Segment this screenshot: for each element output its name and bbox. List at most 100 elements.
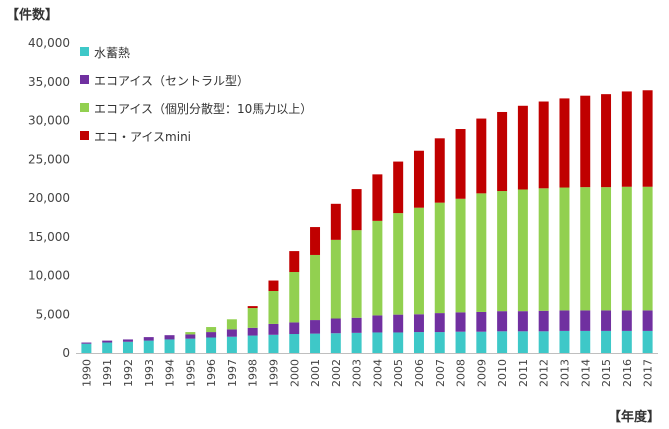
bar-segment <box>185 334 196 339</box>
bar-segment <box>330 333 341 353</box>
legend-swatch <box>80 47 89 56</box>
x-tick-label: 2013 <box>558 359 571 387</box>
legend-item: エコアイス（セントラル型） <box>80 72 312 90</box>
bar-segment <box>517 189 528 312</box>
y-tick-label: 5,000 <box>36 307 70 321</box>
bar-segment <box>559 330 570 353</box>
x-tick-label: 2005 <box>392 359 405 387</box>
x-tick-label: 1998 <box>247 359 260 387</box>
bar-segment <box>372 332 383 353</box>
x-tick-label: 2002 <box>330 359 343 387</box>
bar-segment <box>330 318 341 334</box>
x-tick-label: 1995 <box>184 359 197 387</box>
x-tick-label: 2000 <box>288 359 301 387</box>
bar-segment <box>434 202 445 314</box>
x-tick-label: 2009 <box>475 359 488 387</box>
legend-label: エコ・アイスmini <box>94 130 192 144</box>
bar-segment <box>476 331 487 353</box>
x-tick-label: 2015 <box>600 359 613 387</box>
bar-segment <box>621 310 632 331</box>
bar-segment <box>580 330 591 353</box>
bar-segment <box>476 118 487 194</box>
bar-segment <box>81 343 92 353</box>
y-tick-label: 35,000 <box>28 75 70 89</box>
bar-segment <box>601 310 612 331</box>
bar-segment <box>185 332 196 335</box>
bar-segment <box>393 161 404 214</box>
x-tick-label: 1993 <box>143 359 156 387</box>
y-tick-label: 30,000 <box>28 114 70 128</box>
legend-label: エコアイス（個別分散型：10馬力以上） <box>94 102 313 116</box>
bar-segment <box>559 310 570 331</box>
y-tick-label: 0 <box>62 346 70 360</box>
bar-segment <box>476 311 487 332</box>
y-tick-label: 10,000 <box>28 269 70 283</box>
bar-segment <box>206 327 217 333</box>
legend-swatch <box>80 103 89 112</box>
x-tick-label: 2010 <box>496 359 509 387</box>
bar-segment <box>330 203 341 240</box>
bar-segment <box>102 340 113 343</box>
x-tick-label: 1999 <box>267 359 280 387</box>
bar-segment <box>538 101 549 189</box>
bar-segment <box>351 332 362 353</box>
bar-segment <box>122 341 133 353</box>
legend-swatch <box>80 131 89 140</box>
bar-segment <box>642 186 653 311</box>
bar-segment <box>247 335 258 353</box>
bar-segment <box>351 317 362 333</box>
bar-segment <box>455 312 466 332</box>
bar-segment <box>206 337 217 353</box>
bar-segment <box>351 189 362 231</box>
bar-segment <box>247 308 258 328</box>
bar-segment <box>497 191 508 312</box>
bar-segment <box>393 213 404 315</box>
bar-segment <box>393 332 404 353</box>
chart-legend: 水蓄熱 エコアイス（セントラル型） エコアイス（個別分散型：10馬力以上） エコ・アイ… <box>80 44 312 156</box>
bar-segment <box>122 339 133 342</box>
bar-segment <box>455 331 466 353</box>
bar-segment <box>372 220 383 316</box>
bar-segment <box>413 207 424 315</box>
bar-segment <box>601 94 612 188</box>
bar-segment <box>268 334 279 353</box>
x-tick-label: 1996 <box>205 359 218 387</box>
bar-segment <box>455 129 466 199</box>
x-tick-label: 2011 <box>517 359 530 387</box>
bar-segment <box>226 336 237 353</box>
bar-segment <box>268 323 279 335</box>
x-tick-label: 1994 <box>164 359 177 387</box>
x-tick-label: 2017 <box>642 359 655 387</box>
y-tick-label: 40,000 <box>28 36 70 50</box>
bar-segment <box>434 138 445 203</box>
bar-segment <box>206 332 217 338</box>
bar-segment <box>559 98 570 188</box>
x-tick-label: 1992 <box>122 359 135 387</box>
bar-segment <box>310 254 321 321</box>
legend-item: エコ・アイスmini <box>80 128 312 146</box>
bar-segment <box>601 187 612 311</box>
bar-segment <box>434 332 445 353</box>
bar-segment <box>289 251 300 273</box>
x-tick-label: 2003 <box>351 359 364 387</box>
bar-segment <box>559 187 570 311</box>
bar-segment <box>393 314 404 333</box>
x-axis-label: 【年度】 <box>608 410 661 425</box>
y-axis-label: 【件数】 <box>6 8 59 23</box>
bar-segment <box>247 306 258 309</box>
legend-label: エコアイス（セントラル型） <box>94 74 250 88</box>
bar-segment <box>310 333 321 354</box>
bar-segment <box>226 329 237 337</box>
x-tick-label: 2008 <box>455 359 468 387</box>
bar-segment <box>621 330 632 353</box>
x-tick-label: 2007 <box>434 359 447 387</box>
x-tick-label: 2004 <box>371 359 384 387</box>
bar-segment <box>497 331 508 353</box>
bar-segment <box>372 174 383 221</box>
bar-segment <box>268 280 279 291</box>
y-tick-label: 25,000 <box>28 152 70 166</box>
bar-segment <box>185 338 196 353</box>
bar-segment <box>247 327 258 336</box>
bar-segment <box>538 310 549 332</box>
bar-segment <box>455 198 466 313</box>
